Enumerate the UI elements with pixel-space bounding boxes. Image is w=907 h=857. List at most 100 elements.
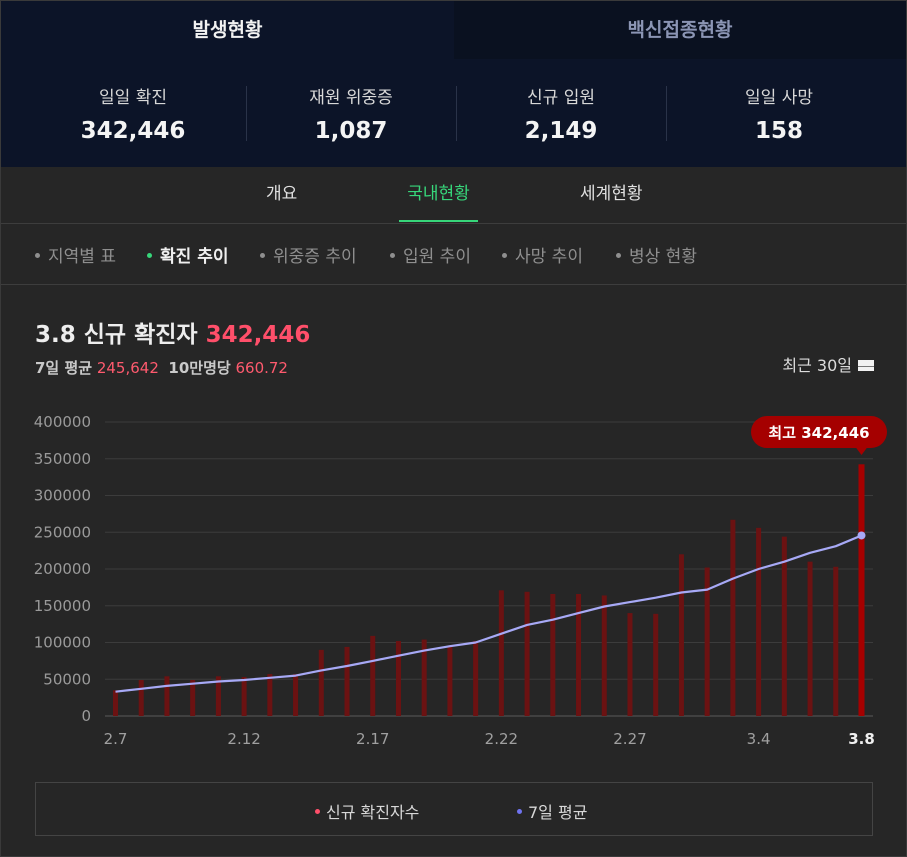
legend-new-confirmed[interactable]: 신규 확진자수 (315, 799, 419, 823)
x-tick-label: 2.22 (485, 730, 518, 748)
bar (113, 690, 118, 716)
chart-title-text: 3.8 신규 확진자 (35, 322, 198, 348)
avg-label: 7일 평균 (35, 359, 93, 377)
legend-7day-avg[interactable]: 7일 평균 (517, 799, 587, 823)
y-tick-label: 50000 (43, 670, 91, 688)
max-tooltip-text: 최고 342,446 (768, 424, 869, 442)
bullet-dot (35, 252, 40, 258)
tab-outbreak-status[interactable]: 발생현황 (1, 1, 454, 59)
bar (370, 635, 376, 716)
subtab-confirmed-trend[interactable]: 확진 추이 (147, 242, 228, 267)
bar (807, 561, 813, 716)
tab-vaccination-status[interactable]: 백신접종현황 (454, 1, 906, 59)
x-tick-label: 2.12 (227, 730, 260, 748)
stat-value: 1,087 (314, 118, 388, 144)
top-tab-bar: 발생현황 백신접종현황 (1, 1, 906, 59)
bullet-dot (390, 252, 395, 258)
subtab-admission-trend[interactable]: 입원 추이 (390, 242, 471, 267)
bullet-dot (616, 252, 621, 258)
bar (524, 591, 530, 716)
stat-deaths: 일일 사망 158 (666, 83, 892, 144)
summary-header: 발생현황 백신접종현황 일일 확진 342,446 재원 위중증 1,087 신… (1, 1, 906, 167)
bar (756, 527, 762, 716)
subtab-label: 지역별 표 (48, 247, 116, 267)
range-label: 최근 30일 (782, 356, 852, 375)
range-selector[interactable]: 최근 30일 (782, 352, 874, 376)
chart-title: 3.8 신규 확진자 342,446 (35, 315, 310, 349)
bar (164, 676, 170, 716)
subtab-bed-status[interactable]: 병상 현황 (616, 242, 697, 267)
avg-value: 245,642 (96, 359, 159, 377)
subtab-label: 위중증 추이 (273, 247, 357, 267)
per100k-label: 10만명당 (168, 359, 231, 377)
bar (858, 464, 865, 716)
sub-tab-bar: 지역별 표 확진 추이 위중증 추이 입원 추이 사망 추이 병상 현황 (1, 224, 906, 285)
legend-label: 신규 확진자수 (326, 803, 420, 822)
envelope-icon (858, 360, 874, 371)
tab-world[interactable]: 세계현황 (580, 184, 643, 204)
avg-last-point (857, 531, 866, 540)
avg-line (115, 534, 862, 693)
max-tooltip-bubble (751, 416, 887, 448)
stat-divider (246, 86, 247, 141)
subtab-death-trend[interactable]: 사망 추이 (502, 242, 583, 267)
bar (781, 536, 787, 716)
stat-daily-confirmed: 일일 확진 342,446 (20, 83, 246, 144)
bar (344, 646, 350, 716)
bar (678, 554, 684, 716)
y-tick-label: 100000 (34, 634, 91, 652)
bar (627, 613, 633, 716)
chart-title-value: 342,446 (205, 322, 311, 348)
bar (704, 567, 710, 716)
bar (447, 645, 453, 716)
stat-critical: 재원 위중증 1,087 (238, 83, 464, 144)
legend-label: 7일 평균 (528, 803, 588, 822)
tab-domestic[interactable]: 국내현황 (399, 167, 478, 222)
stat-value: 158 (754, 118, 803, 144)
stat-divider (456, 86, 457, 141)
chart-legend: 신규 확진자수 7일 평균 (35, 782, 873, 836)
stat-label: 일일 사망 (745, 88, 813, 108)
x-tick-label: 2.7 (104, 730, 128, 748)
y-tick-label: 350000 (34, 450, 91, 468)
bar (550, 593, 556, 716)
bar (293, 674, 299, 716)
tab-overview[interactable]: 개요 (266, 184, 298, 204)
legend-dot (517, 809, 522, 814)
max-tooltip-pointer (855, 447, 868, 455)
main-tab-bar: 개요 국내현황 세계현황 (1, 167, 906, 224)
stat-hospitalized: 신규 입원 2,149 (448, 83, 674, 144)
bar (730, 519, 736, 716)
stat-label: 신규 입원 (527, 88, 595, 108)
legend-dot (315, 809, 320, 814)
bar (138, 679, 144, 716)
subtab-regional-table[interactable]: 지역별 표 (35, 242, 116, 267)
subtab-critical-trend[interactable]: 위중증 추이 (260, 242, 357, 267)
y-tick-label: 150000 (34, 597, 91, 615)
bar (421, 639, 427, 716)
subtab-label: 사망 추이 (515, 247, 583, 267)
bar (576, 593, 582, 716)
bar (190, 679, 196, 716)
bullet-dot (147, 252, 152, 258)
x-tick-label: 2.17 (356, 730, 389, 748)
confirmed-trend-chart: 400000 350000 300000 250000 200000 150000 1000… (34, 413, 887, 748)
bar (833, 566, 839, 716)
x-tick-label: 2.27 (613, 730, 646, 748)
y-tick-label: 0 (81, 707, 91, 725)
stat-divider (666, 86, 667, 141)
bar (653, 613, 659, 716)
chart-subtitle: 7일 평균 245,642 10만명당 660.72 (35, 357, 288, 378)
bar (318, 649, 324, 716)
bar (241, 677, 247, 716)
stat-value: 342,446 (80, 118, 186, 144)
bullet-dot (502, 252, 507, 258)
bar (395, 641, 401, 716)
subtab-label: 확진 추이 (160, 247, 229, 267)
subtab-label: 병상 현황 (629, 247, 697, 267)
bar (267, 674, 273, 716)
stat-value: 2,149 (524, 118, 598, 144)
y-tick-label: 400000 (34, 413, 91, 431)
bar (215, 676, 221, 716)
x-tick-label: 3.4 (747, 730, 771, 748)
